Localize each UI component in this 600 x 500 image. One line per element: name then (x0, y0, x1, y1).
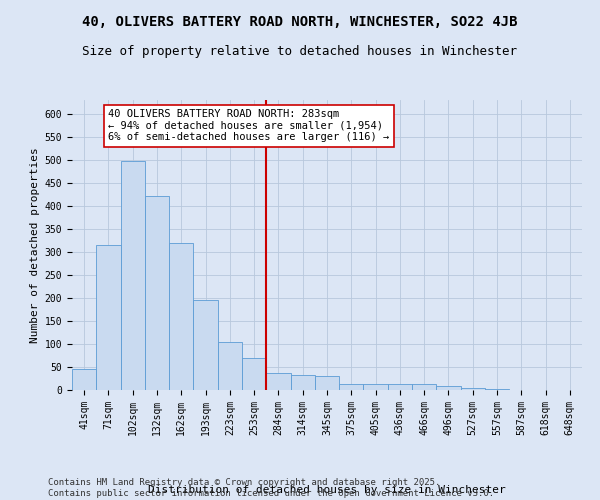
Text: 40 OLIVERS BATTERY ROAD NORTH: 283sqm
← 94% of detached houses are smaller (1,95: 40 OLIVERS BATTERY ROAD NORTH: 283sqm ← … (109, 109, 389, 142)
Bar (96, 245, 121, 390)
Bar (290, 375, 315, 390)
Text: Contains HM Land Registry data © Crown copyright and database right 2025.
Contai: Contains HM Land Registry data © Crown c… (48, 478, 494, 498)
Bar (315, 376, 339, 390)
Bar (364, 384, 388, 390)
Bar (388, 384, 412, 390)
Text: Distribution of detached houses by size in Winchester: Distribution of detached houses by size … (148, 485, 506, 495)
Bar (145, 196, 169, 390)
Bar (121, 161, 145, 390)
Bar (193, 300, 218, 390)
Bar (461, 388, 485, 390)
Bar (412, 384, 436, 390)
Bar (169, 242, 193, 390)
Y-axis label: Number of detached properties: Number of detached properties (31, 147, 40, 343)
Bar (218, 342, 242, 390)
Bar (72, 370, 96, 390)
Bar (339, 384, 364, 390)
Bar (266, 373, 290, 390)
Bar (436, 386, 461, 390)
Bar (485, 389, 509, 390)
Text: Size of property relative to detached houses in Winchester: Size of property relative to detached ho… (83, 45, 517, 58)
Bar (242, 358, 266, 390)
Text: 40, OLIVERS BATTERY ROAD NORTH, WINCHESTER, SO22 4JB: 40, OLIVERS BATTERY ROAD NORTH, WINCHEST… (82, 15, 518, 29)
